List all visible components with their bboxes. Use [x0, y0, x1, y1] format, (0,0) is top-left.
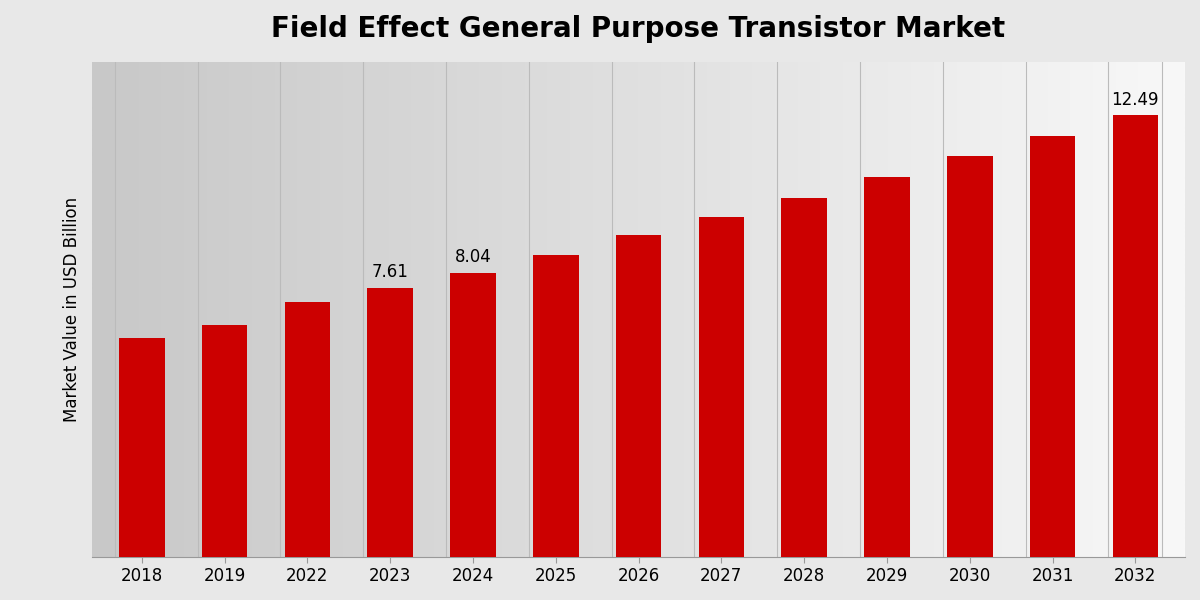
Bar [202, 325, 247, 557]
Title: Field Effect General Purpose Transistor Market: Field Effect General Purpose Transistor … [271, 15, 1006, 43]
Bar [947, 155, 992, 557]
Bar [864, 177, 910, 557]
Bar [616, 235, 661, 557]
Bar [1030, 136, 1075, 557]
Bar [533, 254, 578, 557]
Bar [284, 302, 330, 557]
Bar [119, 338, 164, 557]
Bar [450, 272, 496, 557]
Y-axis label: Market Value in USD Billion: Market Value in USD Billion [62, 197, 82, 422]
Text: 8.04: 8.04 [455, 248, 491, 266]
Bar [781, 198, 827, 557]
Text: 12.49: 12.49 [1111, 91, 1159, 109]
Text: 7.61: 7.61 [372, 263, 409, 281]
Bar [698, 217, 744, 557]
Bar [1112, 115, 1158, 557]
Bar [367, 288, 413, 557]
